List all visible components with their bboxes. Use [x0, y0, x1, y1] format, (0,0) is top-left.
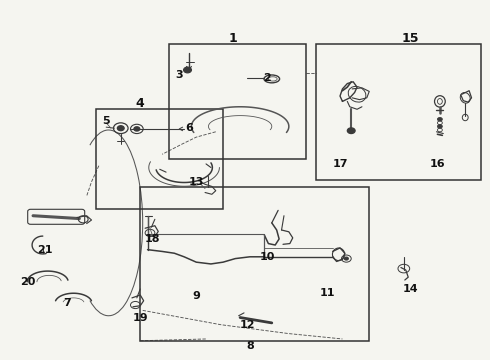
Text: 3: 3: [175, 69, 183, 80]
Text: 2: 2: [263, 73, 271, 83]
Circle shape: [184, 67, 192, 73]
Text: 14: 14: [403, 284, 418, 294]
Text: 12: 12: [240, 320, 255, 330]
Text: 5: 5: [102, 116, 110, 126]
Circle shape: [344, 257, 348, 260]
Text: 11: 11: [320, 288, 336, 297]
Text: 16: 16: [430, 159, 445, 169]
Text: 20: 20: [21, 277, 36, 287]
Text: 8: 8: [246, 341, 254, 351]
Bar: [170, 44, 306, 158]
Circle shape: [134, 127, 140, 131]
Text: 18: 18: [145, 234, 160, 244]
Circle shape: [438, 125, 442, 128]
Text: 7: 7: [63, 298, 71, 308]
Text: 13: 13: [189, 177, 204, 187]
Bar: [316, 44, 481, 180]
Circle shape: [438, 117, 442, 121]
Text: 21: 21: [38, 245, 53, 255]
Bar: [97, 109, 223, 208]
Text: 1: 1: [228, 32, 237, 45]
Text: 4: 4: [136, 97, 145, 110]
Text: 10: 10: [259, 252, 274, 262]
Text: 9: 9: [193, 291, 200, 301]
Text: 17: 17: [332, 159, 348, 169]
Bar: [140, 187, 369, 341]
Circle shape: [347, 128, 355, 134]
Text: 15: 15: [402, 32, 419, 45]
Text: 19: 19: [132, 312, 148, 323]
Text: 6: 6: [185, 123, 193, 133]
Circle shape: [117, 126, 124, 131]
